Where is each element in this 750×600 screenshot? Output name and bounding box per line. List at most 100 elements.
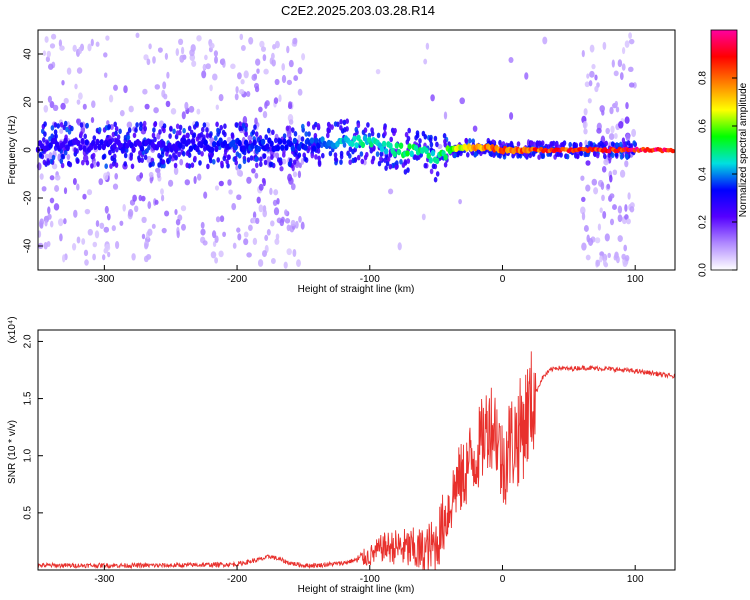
carrier-cell xyxy=(428,157,433,164)
spectrogram-cell xyxy=(46,241,51,247)
spectrogram-cell xyxy=(47,95,52,103)
snr-x-label: Height of straight line (km) xyxy=(298,584,415,595)
spectrogram-cell xyxy=(399,159,403,165)
spectrogram-y-ticks: -40 -20 0 20 40 xyxy=(23,48,43,253)
carrier-cell xyxy=(173,146,179,153)
spectrogram-cell xyxy=(278,94,282,103)
spectrogram-cell xyxy=(286,224,291,232)
spectrogram-cell xyxy=(71,243,77,251)
spectrogram-cell xyxy=(219,124,223,131)
spectrogram-cell xyxy=(619,154,624,160)
spectrogram-cell xyxy=(321,152,325,159)
spectrogram-cell xyxy=(200,221,205,229)
spectrogram-cell xyxy=(131,253,136,261)
carrier-cell xyxy=(120,146,126,154)
spectrogram-cell xyxy=(264,134,269,140)
spectrogram-cell xyxy=(215,104,219,110)
carrier-cell xyxy=(409,150,414,157)
spectrogram-cell xyxy=(114,130,118,137)
carrier-cell xyxy=(275,145,281,152)
spectrogram-cell xyxy=(365,151,369,158)
spectrogram-cell xyxy=(270,154,274,160)
spectrogram-cell xyxy=(624,40,630,48)
carrier-cell xyxy=(388,142,393,149)
spectrogram-cell xyxy=(301,123,305,130)
spectrogram-cell xyxy=(626,140,631,146)
snr-panel: -300 -200 -100 0 100 0.5 1.0 1.5 2.0 Height of … xyxy=(7,316,676,595)
spectrogram-cell xyxy=(227,179,232,186)
spectrogram-cell xyxy=(379,156,383,162)
spectrogram-cell xyxy=(160,188,164,195)
spectrogram-cell xyxy=(59,233,63,242)
spectrogram-cell xyxy=(621,47,626,55)
carrier-cell xyxy=(95,138,100,146)
spectrogram-cell xyxy=(274,40,280,49)
spectrogram-cell xyxy=(82,103,87,110)
spectrogram-cell xyxy=(351,157,356,164)
spectrogram-cell xyxy=(85,122,89,129)
spectrogram-cell xyxy=(138,125,143,132)
spectrogram-cell xyxy=(202,240,208,246)
spectrogram-cell xyxy=(159,154,163,161)
carrier-cell xyxy=(80,137,85,145)
spectrogram-cell xyxy=(602,253,608,262)
spectrogram-cell xyxy=(599,255,603,263)
spectrogram-cell xyxy=(609,174,613,183)
spectrogram-cell xyxy=(589,70,595,78)
spectrogram-cell xyxy=(240,45,246,51)
spectrogram-cell xyxy=(273,189,279,196)
spectrogram-cell xyxy=(300,221,305,230)
spectrogram-cell xyxy=(179,158,184,166)
carrier-cell xyxy=(356,134,361,141)
spectrogram-cell xyxy=(628,66,634,72)
spectrogram-cell xyxy=(580,175,585,181)
spectrogram-cell xyxy=(148,162,152,168)
spectrogram-cell xyxy=(128,105,134,113)
spectrogram-cell xyxy=(583,225,589,232)
spectrogram-cell xyxy=(287,161,292,167)
spectrogram-cell xyxy=(215,216,221,223)
snr-exponent-label: (x10⁴) xyxy=(7,316,18,343)
spectrogram-cell xyxy=(295,220,299,229)
spectrogram-cell xyxy=(589,44,595,53)
spectrogram-cell xyxy=(629,206,635,213)
carrier-cell xyxy=(78,144,83,151)
carrier-cell xyxy=(233,144,238,151)
spectrogram-cell xyxy=(384,165,388,171)
spectrogram-cell xyxy=(123,134,128,141)
spectrogram-cell xyxy=(348,153,352,159)
spectrogram-cell xyxy=(129,155,133,161)
spectrogram-cell xyxy=(116,134,121,140)
spectrogram-cell xyxy=(622,261,628,268)
spectrogram-cell xyxy=(273,97,279,104)
spectrogram-cell xyxy=(50,133,54,139)
spectrogram-cell xyxy=(99,222,105,229)
spectrogram-cell xyxy=(78,92,83,100)
spectrogram-cell xyxy=(537,154,541,160)
spectrogram-x-tick-label: -200 xyxy=(227,274,247,285)
spectrogram-cell xyxy=(624,160,629,168)
spectrogram-cell xyxy=(157,162,161,168)
spectrogram-cell xyxy=(617,59,623,68)
spectrogram-cell xyxy=(63,218,67,225)
spectrogram-cell xyxy=(628,82,635,88)
spectrogram-cell xyxy=(76,99,81,105)
spectrogram-cell xyxy=(583,151,587,158)
spectrogram-cell xyxy=(572,141,577,148)
spectrogram-cell xyxy=(279,160,283,166)
spectrogram-cell xyxy=(83,133,87,140)
spectrogram-cell xyxy=(618,120,624,129)
spectrogram-cell xyxy=(579,150,584,157)
spectrogram-cell xyxy=(108,94,114,103)
snr-y-tick-label: 1.0 xyxy=(23,448,34,462)
spectrogram-cell xyxy=(182,151,186,157)
spectrogram-cell xyxy=(236,168,242,177)
spectrogram-cell xyxy=(43,105,49,113)
spectrogram-cell xyxy=(406,158,411,164)
spectrogram-cell xyxy=(492,152,496,158)
spectrogram-cell xyxy=(111,225,116,232)
spectrogram-cell xyxy=(211,230,217,239)
spectrogram-cell xyxy=(443,138,447,145)
carrier-cell xyxy=(311,145,317,152)
carrier-cell xyxy=(367,136,372,143)
